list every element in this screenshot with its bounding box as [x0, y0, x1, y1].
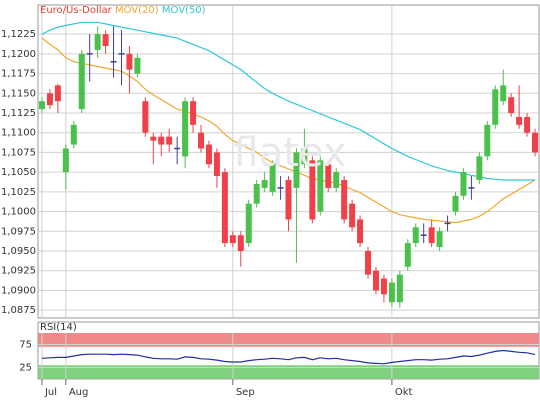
- candle-body: [182, 101, 189, 157]
- candle-body: [198, 132, 205, 149]
- candle-body: [349, 203, 356, 228]
- candle-body: [436, 231, 443, 248]
- y-tick-label: 1,1050: [1, 167, 36, 178]
- candle-body: [62, 148, 69, 173]
- y-tick-label: 1,1125: [1, 108, 36, 119]
- candle-body: [460, 172, 467, 196]
- x-tick-label: Sep: [236, 387, 255, 398]
- watermark: flatex: [234, 130, 347, 176]
- candle-body: [532, 132, 539, 153]
- candle-body: [396, 274, 403, 303]
- candle-body: [309, 160, 316, 220]
- candle-body: [365, 250, 372, 275]
- y-tick-label: 1,1000: [1, 207, 36, 218]
- x-tick-label: Aug: [69, 387, 89, 398]
- candle-body: [94, 34, 101, 50]
- y-tick-label: 75: [19, 340, 32, 351]
- y-tick-label: 1,1150: [1, 88, 36, 99]
- y-tick-label: 1,1075: [1, 147, 36, 158]
- candle-body: [380, 278, 387, 295]
- y-tick-label: 1,1100: [1, 128, 36, 139]
- moving-average: [41, 21, 535, 181]
- candle-body: [134, 57, 141, 74]
- candle-body: [357, 219, 364, 244]
- candle-body: [317, 160, 324, 212]
- y-tick-label: 1,0875: [1, 305, 36, 316]
- candle-body: [158, 136, 165, 145]
- candle-body: [452, 195, 459, 212]
- candle-body: [476, 156, 483, 181]
- rsi-band: [38, 365, 539, 379]
- candle-body: [253, 183, 260, 204]
- candle-body: [213, 152, 220, 177]
- candle-body: [46, 93, 53, 106]
- candle-body: [126, 53, 133, 70]
- candle-body: [484, 124, 491, 157]
- candle-body: [293, 152, 300, 188]
- moving-average: [41, 37, 536, 224]
- x-tick-label: Okt: [395, 387, 413, 398]
- y-tick-label: 1,1200: [1, 49, 36, 60]
- x-tick-label: Jul: [44, 387, 57, 398]
- legend: Euro/Us-Dollar MOV(20) MOV(50): [40, 5, 206, 16]
- candle-body: [237, 235, 244, 251]
- candle-body: [325, 164, 332, 188]
- candle-body: [301, 148, 308, 165]
- chart-title: Euro/Us-Dollar: [40, 5, 113, 16]
- candle-body: [404, 243, 411, 267]
- plot-layer: 1,0875 1,0900 1,0925 1,0950 1,0975 1,1000 1,10…: [1, 5, 539, 398]
- candle-body: [285, 180, 292, 220]
- candle-body: [372, 270, 379, 291]
- candle-body: [78, 53, 85, 110]
- candle-body: [229, 235, 236, 244]
- candle-body: [341, 180, 348, 220]
- candle-body: [261, 180, 268, 188]
- y-tick-label: 1,0975: [1, 226, 36, 237]
- candle-body: [245, 203, 252, 244]
- candle-body: [150, 136, 157, 141]
- candle-body: [333, 172, 340, 188]
- candle-body: [190, 101, 197, 125]
- y-tick-label: 1,0950: [1, 246, 36, 257]
- y-tick-label: 1,1225: [1, 29, 36, 40]
- y-tick-label: 25: [19, 363, 32, 374]
- y-tick-label: 1,0925: [1, 266, 36, 277]
- rsi-title: RSI(14): [40, 322, 77, 333]
- candle-body: [428, 227, 435, 244]
- legend-entry: MOV(20): [115, 5, 159, 16]
- candle-body: [38, 101, 45, 110]
- y-tick-label: 1,1025: [1, 187, 36, 198]
- rsi-line: [41, 349, 536, 365]
- candle-body: [388, 282, 395, 303]
- candle-body: [102, 34, 109, 46]
- candle-body: [54, 85, 61, 102]
- candle-body: [508, 97, 515, 114]
- y-tick-label: 1,1175: [1, 69, 36, 80]
- candle-body: [269, 164, 276, 192]
- candle-body: [70, 124, 77, 145]
- legend-entry: MOV(50): [162, 5, 206, 16]
- candle-body: [412, 227, 419, 244]
- candle-body: [524, 116, 531, 133]
- candle-body: [221, 172, 228, 244]
- candle-body: [166, 136, 173, 145]
- candle-body: [142, 101, 149, 133]
- candle-body: [516, 116, 523, 125]
- y-tick-label: 1,0900: [1, 285, 36, 296]
- candle-body: [492, 89, 499, 125]
- candle-body: [500, 85, 507, 102]
- rsi-band: [38, 333, 539, 347]
- candle-body: [205, 144, 212, 165]
